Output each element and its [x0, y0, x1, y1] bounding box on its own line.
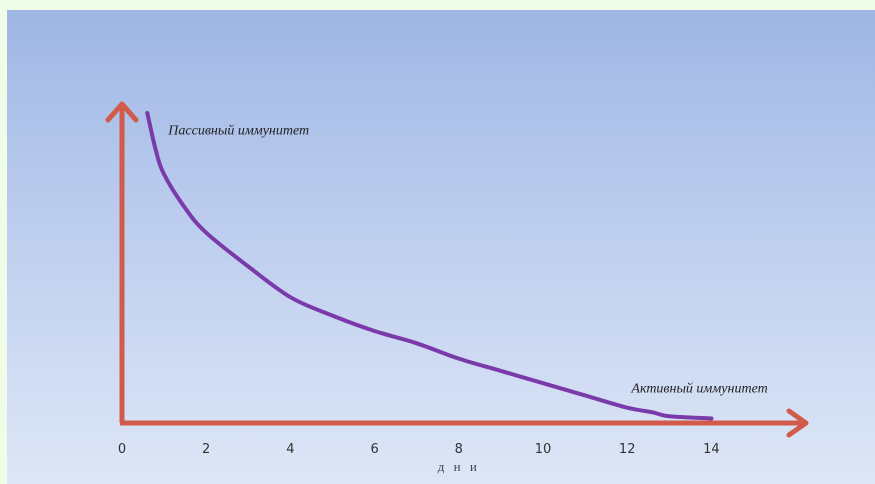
x-axis-arrowhead [786, 408, 809, 438]
x-tick-label: 0 [118, 442, 126, 457]
passive-immunity-label: Пассивный иммунитет [167, 123, 309, 138]
immunity-chart: 0 2 4 6 8 10 12 14 д н и Пассивный иммунитет Акт… [105, 101, 809, 474]
x-tick-label: 4 [286, 442, 294, 457]
x-tick-label: 14 [703, 442, 720, 457]
x-tick-label: 6 [370, 442, 378, 457]
x-tick-label: 8 [455, 442, 463, 457]
curve-annotations: Пассивный иммунитет Активный иммунитет [167, 123, 767, 396]
x-tick-label: 10 [535, 442, 552, 457]
y-axis-arrowhead [105, 101, 139, 123]
active-immunity-label: Активный иммунитет [630, 381, 767, 396]
x-tick-label: 12 [619, 442, 636, 457]
x-axis-title: д н и [438, 459, 480, 474]
x-tick-labels: 0 2 4 6 8 10 12 14 [118, 442, 720, 457]
x-tick-label: 2 [202, 442, 210, 457]
immunity-curve [145, 111, 714, 421]
slide-background: 0 2 4 6 8 10 12 14 д н и Пассивный иммунитет Акт… [7, 10, 875, 484]
axes [105, 101, 809, 438]
